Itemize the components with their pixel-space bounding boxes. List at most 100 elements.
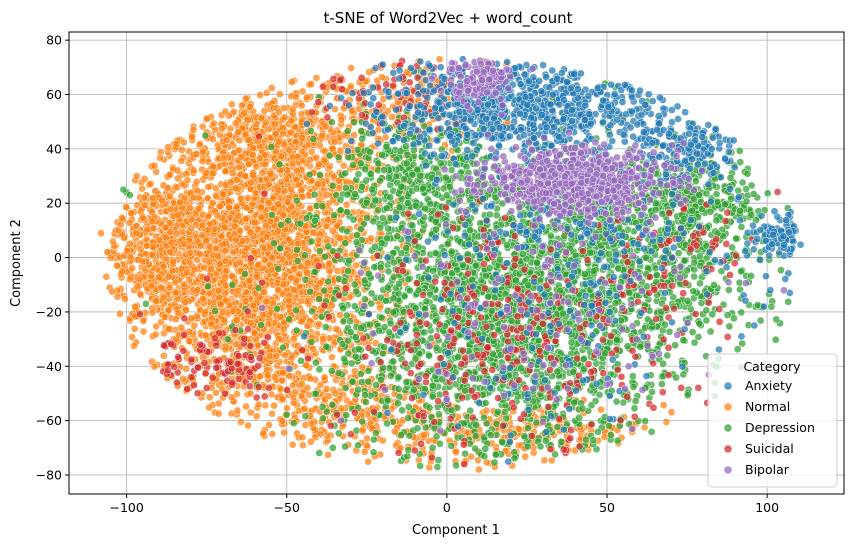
data-point	[264, 320, 273, 328]
data-point	[280, 428, 289, 437]
data-point	[177, 157, 186, 165]
data-point	[278, 376, 286, 385]
data-point	[306, 374, 315, 383]
data-point	[252, 162, 261, 171]
data-point	[277, 221, 285, 229]
data-point	[238, 101, 246, 110]
data-point	[135, 275, 144, 284]
data-point	[244, 194, 252, 202]
data-point	[452, 448, 460, 457]
data-point	[193, 286, 202, 294]
data-point	[330, 138, 339, 146]
data-point	[143, 225, 151, 234]
data-point	[256, 91, 264, 99]
data-point	[332, 325, 341, 333]
data-point	[275, 90, 284, 99]
data-point	[247, 178, 255, 187]
data-point	[189, 193, 198, 202]
data-point	[106, 253, 115, 262]
data-point	[289, 419, 298, 427]
data-point	[641, 417, 650, 425]
data-point	[122, 203, 130, 211]
data-point	[139, 317, 148, 325]
data-point	[279, 211, 288, 219]
data-point	[301, 421, 310, 429]
data-point	[149, 194, 157, 203]
data-point	[221, 247, 230, 255]
data-point	[179, 374, 187, 383]
data-point	[227, 393, 236, 402]
data-point	[151, 330, 160, 339]
data-point	[221, 167, 230, 176]
data-point	[231, 340, 240, 348]
data-point	[328, 443, 337, 452]
data-point	[121, 295, 129, 303]
data-point	[419, 431, 428, 439]
data-point	[302, 93, 311, 102]
data-point	[312, 74, 321, 82]
data-point	[201, 331, 210, 339]
data-point	[243, 115, 252, 124]
data-point	[314, 235, 323, 244]
data-point	[315, 449, 324, 457]
data-point	[246, 389, 255, 398]
data-point	[347, 64, 355, 72]
data-point	[679, 370, 688, 379]
data-point	[218, 124, 226, 133]
data-point	[173, 174, 182, 183]
data-point	[242, 244, 251, 252]
data-point	[199, 294, 207, 303]
data-point	[203, 114, 212, 123]
data-point	[116, 220, 125, 229]
data-point	[648, 388, 656, 396]
data-point	[194, 205, 203, 213]
data-point	[340, 277, 349, 286]
data-point	[241, 215, 250, 223]
data-point	[240, 109, 249, 117]
data-point	[219, 190, 228, 199]
data-point	[217, 300, 225, 308]
data-point	[315, 295, 323, 303]
data-point	[233, 315, 241, 324]
data-point	[127, 209, 135, 217]
data-point	[221, 107, 230, 116]
data-point	[475, 465, 483, 474]
data-point	[275, 137, 283, 146]
data-point	[130, 324, 139, 333]
data-point	[282, 175, 291, 184]
data-point	[288, 159, 297, 168]
data-point	[187, 314, 196, 322]
data-point	[275, 335, 283, 343]
data-point	[289, 381, 297, 390]
data-point	[150, 161, 159, 170]
data-point	[309, 344, 317, 353]
data-point	[339, 161, 348, 170]
data-point	[188, 133, 196, 141]
data-point	[228, 100, 236, 109]
data-point	[204, 282, 212, 291]
data-point	[202, 237, 211, 245]
data-point	[155, 273, 163, 282]
data-point	[261, 401, 270, 410]
data-point	[207, 265, 216, 274]
data-point	[97, 229, 105, 237]
data-point	[557, 438, 566, 446]
data-point	[339, 317, 348, 326]
data-point	[245, 136, 253, 144]
data-point	[254, 261, 263, 270]
data-point	[257, 203, 265, 212]
data-point	[113, 292, 122, 301]
data-point	[227, 178, 235, 187]
data-point	[221, 281, 230, 290]
data-point	[190, 321, 199, 330]
data-point	[140, 193, 149, 202]
data-point	[150, 362, 159, 371]
data-point	[341, 239, 350, 248]
data-point	[198, 221, 207, 230]
data-point	[271, 130, 280, 138]
data-point	[283, 404, 291, 413]
data-point	[307, 147, 316, 156]
data-point	[482, 406, 491, 415]
data-point	[204, 225, 213, 234]
data-point	[377, 375, 385, 384]
